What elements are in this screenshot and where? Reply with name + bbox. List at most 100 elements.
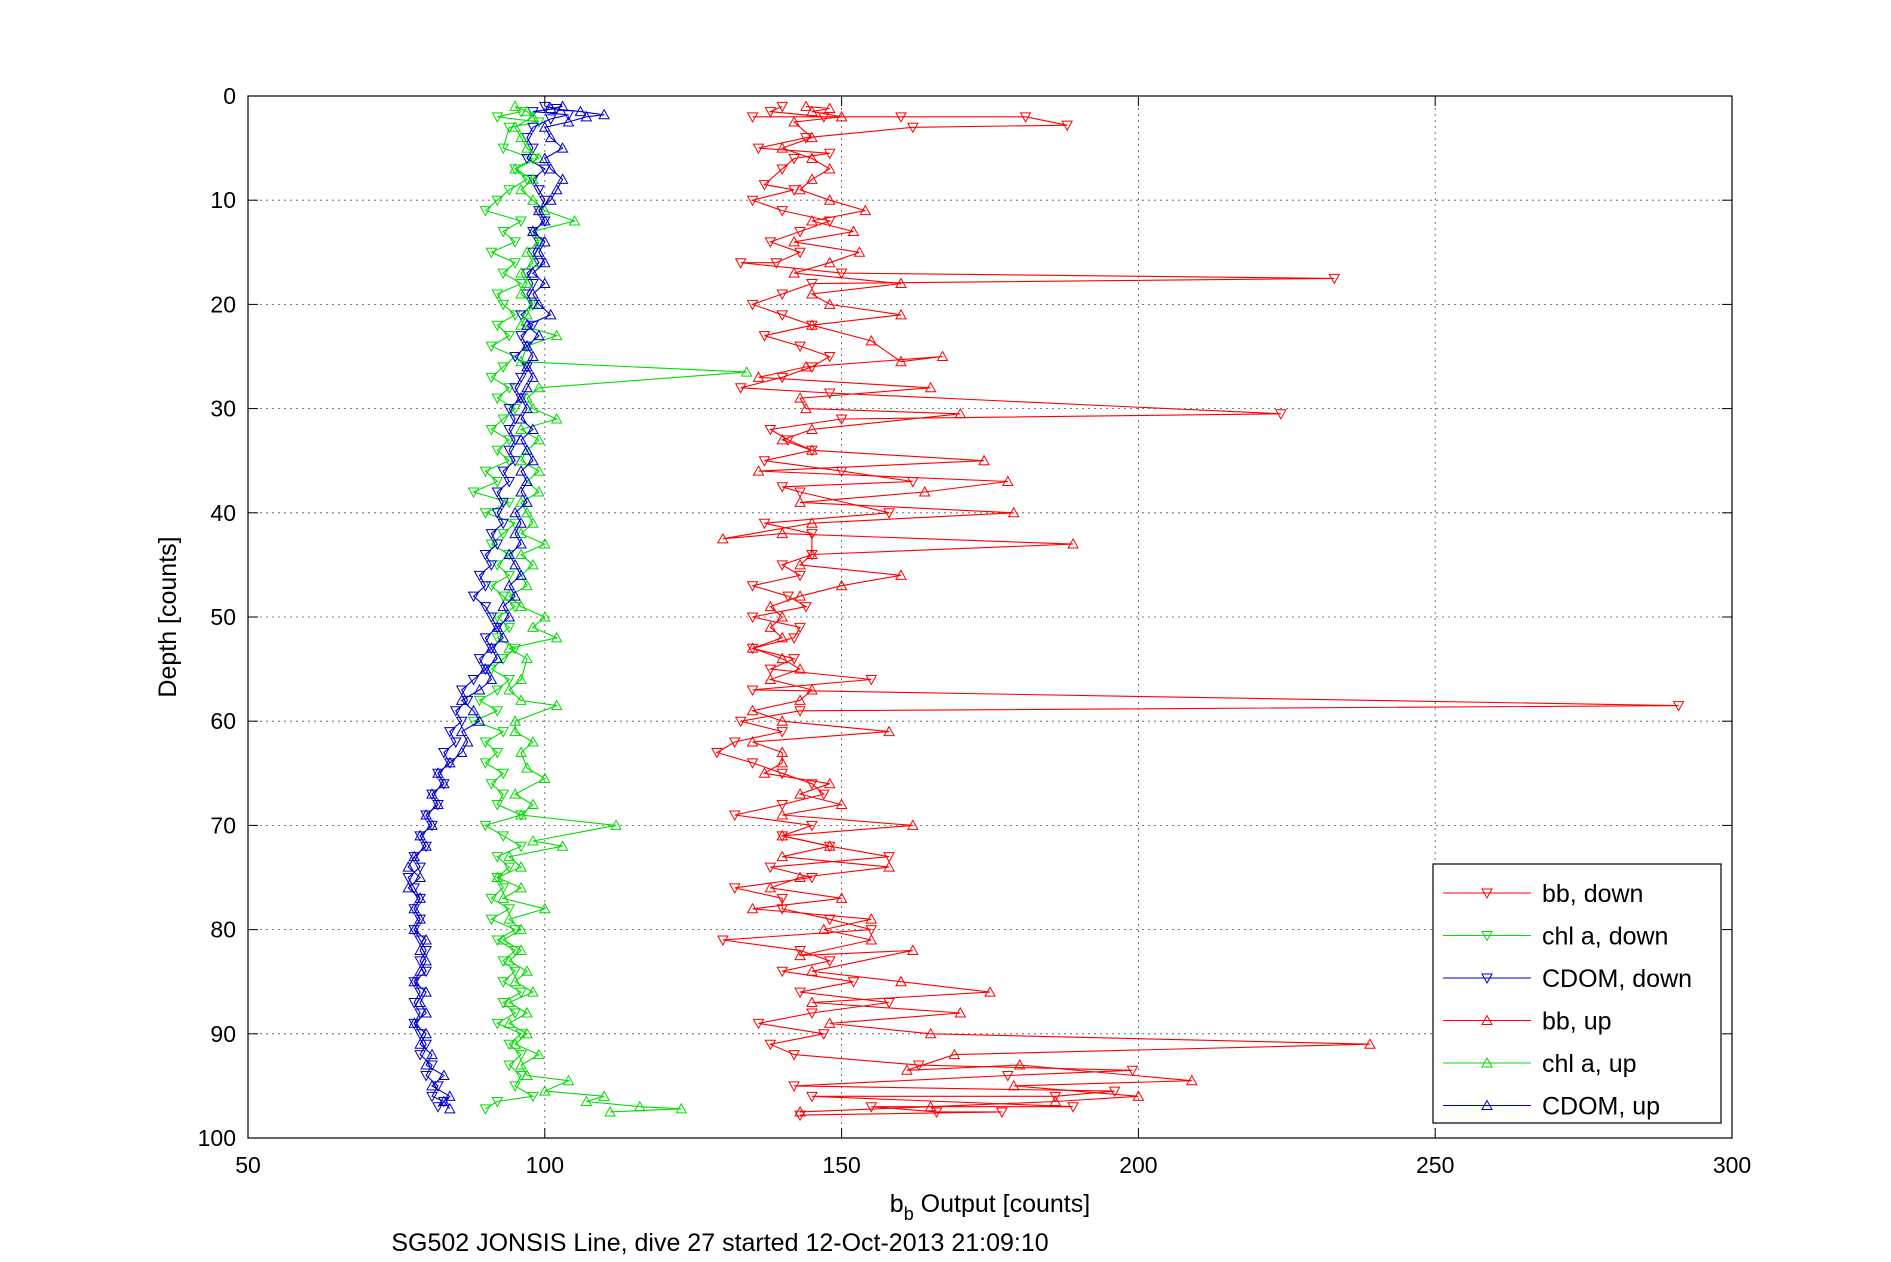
data-point	[515, 569, 527, 580]
series-line-cdom-down	[407, 105, 569, 1108]
data-point	[414, 1050, 426, 1061]
data-point	[509, 1038, 521, 1049]
data-point	[823, 298, 836, 309]
data-point	[515, 746, 527, 757]
data-point	[497, 226, 510, 238]
data-point	[515, 841, 527, 853]
data-point	[533, 485, 545, 497]
data-point	[533, 246, 545, 257]
data-point	[497, 600, 510, 612]
data-point	[764, 107, 777, 118]
data-point	[509, 258, 521, 269]
data-point	[414, 871, 426, 882]
data-point	[776, 893, 789, 905]
data-point	[509, 237, 521, 248]
data-point	[936, 350, 949, 361]
data-point	[776, 433, 789, 445]
data-point	[497, 977, 510, 988]
data-point	[806, 152, 818, 164]
data-point	[497, 631, 510, 643]
data-point	[817, 1029, 830, 1040]
y-tick-label: 40	[210, 500, 236, 526]
data-point	[746, 299, 759, 311]
data-point	[521, 319, 533, 330]
data-point	[479, 758, 492, 769]
data-point	[1007, 506, 1020, 518]
data-point	[414, 913, 426, 924]
y-tick-label: 20	[210, 291, 236, 317]
data-point	[533, 204, 545, 216]
data-point	[817, 789, 830, 801]
x-tick-label: 250	[1416, 1152, 1454, 1178]
data-point	[473, 683, 486, 695]
data-point	[521, 444, 533, 455]
data-point	[865, 675, 878, 686]
y-tick-label: 70	[210, 812, 236, 838]
data-point	[443, 1090, 456, 1101]
data-point	[794, 1105, 806, 1117]
data-point	[491, 487, 504, 498]
data-point	[806, 779, 818, 790]
legend-entry-label: chl a, down	[1542, 923, 1668, 951]
data-point	[776, 966, 789, 978]
data-point	[1185, 1074, 1198, 1086]
data-point	[521, 142, 533, 153]
data-point	[776, 482, 789, 493]
data-point	[806, 996, 818, 1008]
data-point	[503, 185, 516, 196]
data-point	[550, 412, 563, 424]
data-point	[806, 287, 818, 299]
data-point	[473, 570, 486, 582]
data-point	[794, 183, 806, 195]
data-point	[479, 1104, 492, 1115]
data-point	[770, 258, 783, 269]
data-point	[895, 355, 907, 367]
data-point	[556, 840, 569, 851]
data-point	[533, 381, 545, 393]
data-point	[538, 277, 551, 289]
data-point	[788, 267, 800, 278]
data-point	[402, 861, 415, 872]
data-point	[497, 789, 510, 801]
data-point	[1108, 1086, 1121, 1098]
data-point	[533, 465, 545, 476]
legend-marker	[1481, 931, 1493, 942]
series-layer	[402, 100, 1685, 1122]
data-point	[503, 904, 516, 915]
y-tick-label: 10	[210, 187, 236, 213]
data-point	[746, 581, 759, 592]
data-point	[509, 966, 521, 978]
data-point	[794, 487, 806, 498]
data-point	[865, 1102, 878, 1113]
data-point	[764, 237, 777, 248]
data-point	[527, 256, 539, 268]
data-point	[515, 548, 527, 559]
data-point	[580, 1095, 593, 1107]
data-point	[806, 444, 818, 455]
data-point	[538, 215, 551, 226]
data-point	[823, 388, 836, 399]
data-point	[521, 762, 533, 773]
data-point	[835, 414, 848, 426]
data-point	[746, 902, 759, 914]
data-point	[823, 162, 836, 174]
data-point	[515, 496, 527, 507]
data-point	[521, 1006, 533, 1018]
data-point	[776, 652, 789, 664]
data-point	[491, 621, 504, 632]
data-point	[503, 1060, 516, 1072]
data-point	[491, 560, 504, 571]
data-point	[420, 808, 432, 820]
data-point	[847, 225, 860, 236]
data-point	[1013, 1059, 1026, 1070]
data-point	[485, 673, 498, 685]
data-point	[901, 1064, 913, 1075]
data-point	[776, 727, 789, 738]
data-point	[414, 944, 426, 955]
data-point	[485, 424, 498, 436]
data-point	[527, 454, 539, 466]
data-point	[776, 372, 789, 384]
data-point	[1672, 701, 1685, 712]
data-point	[402, 881, 415, 893]
data-point	[515, 433, 527, 445]
